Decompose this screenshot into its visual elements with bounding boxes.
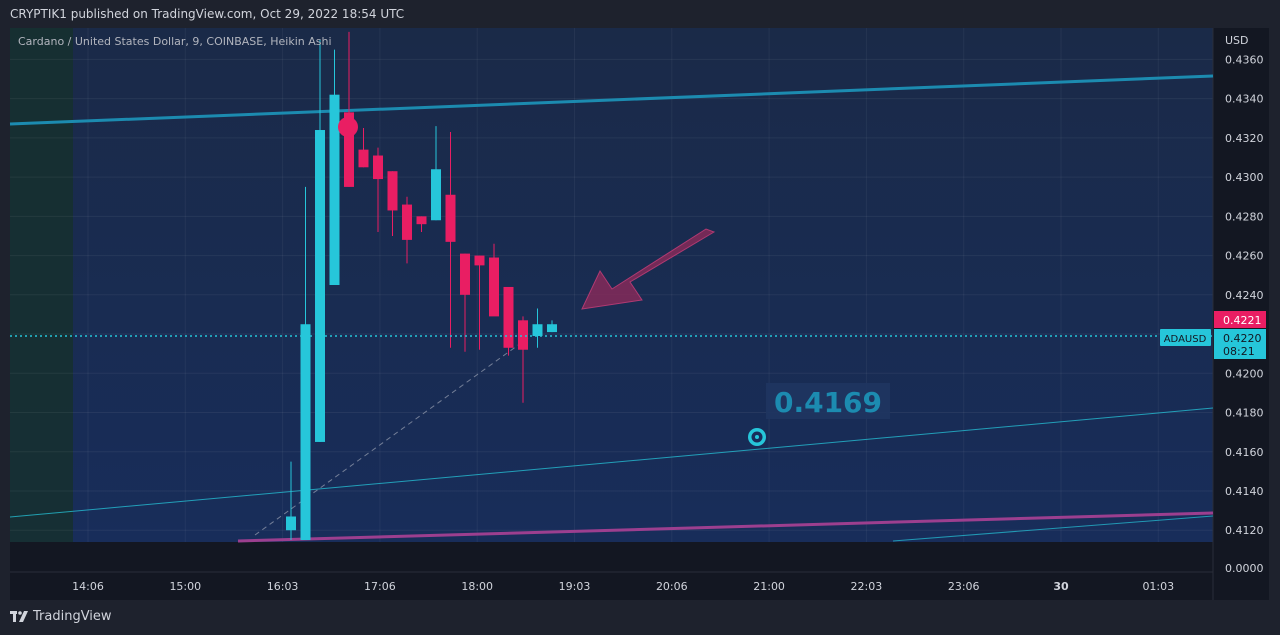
candle-body[interactable] (460, 253, 470, 295)
x-tick-label: 18:00 (461, 580, 493, 593)
marker-price-label: 0.4221 (1223, 314, 1262, 327)
footer-brand: TradingView (33, 609, 112, 624)
candle-body[interactable] (503, 286, 514, 348)
symbol-badge[interactable] (1160, 329, 1211, 346)
candlestick-series[interactable] (286, 31, 557, 541)
x-tick-label: 17:06 (364, 580, 396, 593)
lower-thin-trendline (9, 407, 1214, 518)
publish-line: CRYPTIK1 published on TradingView.com, O… (10, 7, 405, 21)
y-tick-label: 0.4280 (1225, 210, 1264, 223)
x-tick-label: 30 (1053, 580, 1069, 593)
x-axis: 14:06 15:00 16:03 17:06 18:00 19:03 20:06 21:00… (72, 580, 1174, 593)
lower-thin-trendline-2 (892, 515, 1214, 542)
candle-body[interactable] (547, 324, 557, 333)
symbol-badge-label: ADAUSD (1164, 334, 1207, 345)
x-tick-label: 01:03 (1142, 580, 1174, 593)
publish-header: CRYPTIK1 published on TradingView.com, O… (0, 0, 1280, 28)
x-tick-label: 14:06 (72, 580, 104, 593)
candle-body[interactable] (315, 130, 325, 442)
x-tick-label: 15:00 (169, 580, 201, 593)
candle-body[interactable] (402, 204, 412, 240)
x-tick-label: 19:03 (559, 580, 591, 593)
upper-trendline (9, 74, 1214, 126)
candle-body[interactable] (532, 324, 543, 337)
candle-body[interactable] (329, 94, 340, 285)
y-tick-label: 0.4340 (1225, 93, 1264, 106)
signal-dot[interactable] (338, 117, 358, 137)
last-price-tag (1214, 329, 1266, 359)
candle-body[interactable] (416, 216, 427, 225)
candle-body[interactable] (474, 255, 485, 266)
plot-area (10, 28, 1213, 542)
candle-body[interactable] (387, 171, 398, 211)
y-tick-label: 0.4120 (1225, 524, 1264, 537)
x-tick-label: 20:06 (656, 580, 688, 593)
session-break-shade (10, 28, 73, 542)
tradingview-logo-icon (10, 610, 28, 622)
y-tick-label: 0.4240 (1225, 289, 1264, 302)
y-axis-unit: USD (1225, 34, 1249, 47)
candle-body[interactable] (489, 257, 499, 317)
tradingview-logo[interactable]: TradingView (10, 609, 112, 624)
annotation-text: 0.4169 (774, 386, 882, 419)
footer: TradingView (0, 600, 1280, 635)
x-tick-label: 16:03 (267, 580, 299, 593)
x-tick-label: 21:00 (753, 580, 785, 593)
y-tick-label: 0.4200 (1225, 367, 1264, 380)
y-tick-label: 0.4140 (1225, 485, 1264, 498)
candle-body[interactable] (445, 194, 456, 242)
y-tick-label: 0.4160 (1225, 446, 1264, 459)
candle-body[interactable] (431, 169, 441, 221)
candle-body[interactable] (286, 516, 296, 531)
candle-body[interactable] (344, 112, 354, 187)
candle-body[interactable] (373, 155, 383, 180)
y-tick-label: 0.4320 (1225, 132, 1264, 145)
chart-legend-title: Cardano / United States Dollar, 9, COINB… (18, 35, 332, 48)
y-axis: 0.4360 0.4340 0.4320 0.4300 0.4280 0.4260 0.42… (1225, 53, 1264, 575)
candle-body[interactable] (358, 149, 369, 168)
y-tick-label: 0.4180 (1225, 407, 1264, 420)
y-tick-label: 0.4300 (1225, 171, 1264, 184)
y-tick-label: 0.0000 (1225, 562, 1264, 575)
chart-svg[interactable]: 14:06 15:00 16:03 17:06 18:00 19:03 20:06 21:00… (0, 0, 1280, 600)
candle-countdown: 08:21 (1223, 345, 1255, 358)
x-tick-label: 22:03 (851, 580, 883, 593)
y-tick-label: 0.4260 (1225, 250, 1264, 263)
candle-body[interactable] (300, 324, 311, 541)
x-tick-label: 23:06 (948, 580, 980, 593)
target-circle-core (755, 435, 759, 439)
candle-body[interactable] (518, 320, 528, 350)
annotation-box[interactable] (766, 383, 890, 419)
pointer-arrow[interactable] (581, 228, 716, 310)
y-tick-label: 0.4360 (1225, 53, 1264, 66)
last-price-label: 0.4220 (1223, 332, 1262, 345)
marker-price-tag (1214, 311, 1266, 328)
channel-bottom-line (237, 511, 1214, 543)
